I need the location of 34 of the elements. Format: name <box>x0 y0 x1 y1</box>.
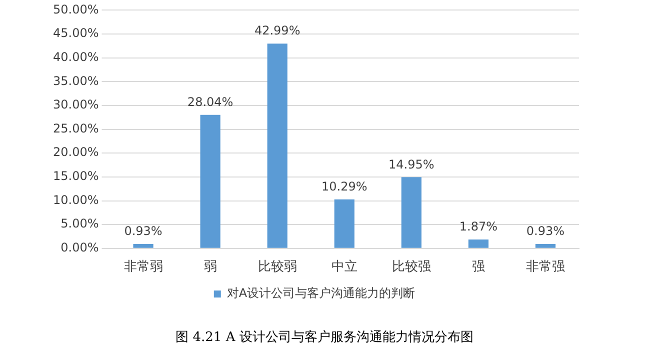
bar <box>334 199 354 248</box>
x-tick-label: 非常弱 <box>124 260 163 275</box>
x-tick-label: 中立 <box>331 258 358 275</box>
bar <box>267 44 288 248</box>
x-tick-label: 弱 <box>204 260 217 275</box>
y-tick-label: 10.00% <box>52 192 99 207</box>
x-tick-label: 比较弱 <box>258 260 297 275</box>
y-tick-label: 20.00% <box>52 145 99 160</box>
bar <box>535 244 556 248</box>
bar <box>468 239 489 248</box>
x-tick-label: 比较强 <box>392 260 431 275</box>
caption: 图 4.21 A 设计公司与客户服务沟通能力情况分布图 <box>174 329 474 346</box>
y-tick-label: 5.00% <box>60 216 99 231</box>
x-tick-label: 非常强 <box>526 260 565 275</box>
y-tick-label: 40.00% <box>52 50 99 64</box>
bar <box>200 114 220 248</box>
text: 1.87% <box>459 220 498 234</box>
legend-label: 对A设计公司与客户沟通能力的判断 <box>226 286 416 300</box>
y-tick-label: 50.00% <box>52 2 99 16</box>
bar <box>133 244 154 248</box>
y-tick-label: 0.00% <box>60 240 99 255</box>
y-tick-label: 45.00% <box>52 26 99 40</box>
text: 10.29% <box>321 180 368 194</box>
y-tick-label: 25.00% <box>52 121 99 136</box>
y-tick-label: 35.00% <box>52 74 99 88</box>
text: 14.95% <box>388 157 434 172</box>
text: 28.04% <box>187 94 234 109</box>
text: 42.99% <box>254 24 300 38</box>
text: 0.93% <box>526 224 565 238</box>
bar <box>401 177 422 248</box>
x-tick-label: 强 <box>472 260 485 275</box>
y-tick-label: 30.00% <box>52 98 99 112</box>
text: 0.93% <box>124 224 162 238</box>
y-tick-label: 15.00% <box>52 169 99 184</box>
